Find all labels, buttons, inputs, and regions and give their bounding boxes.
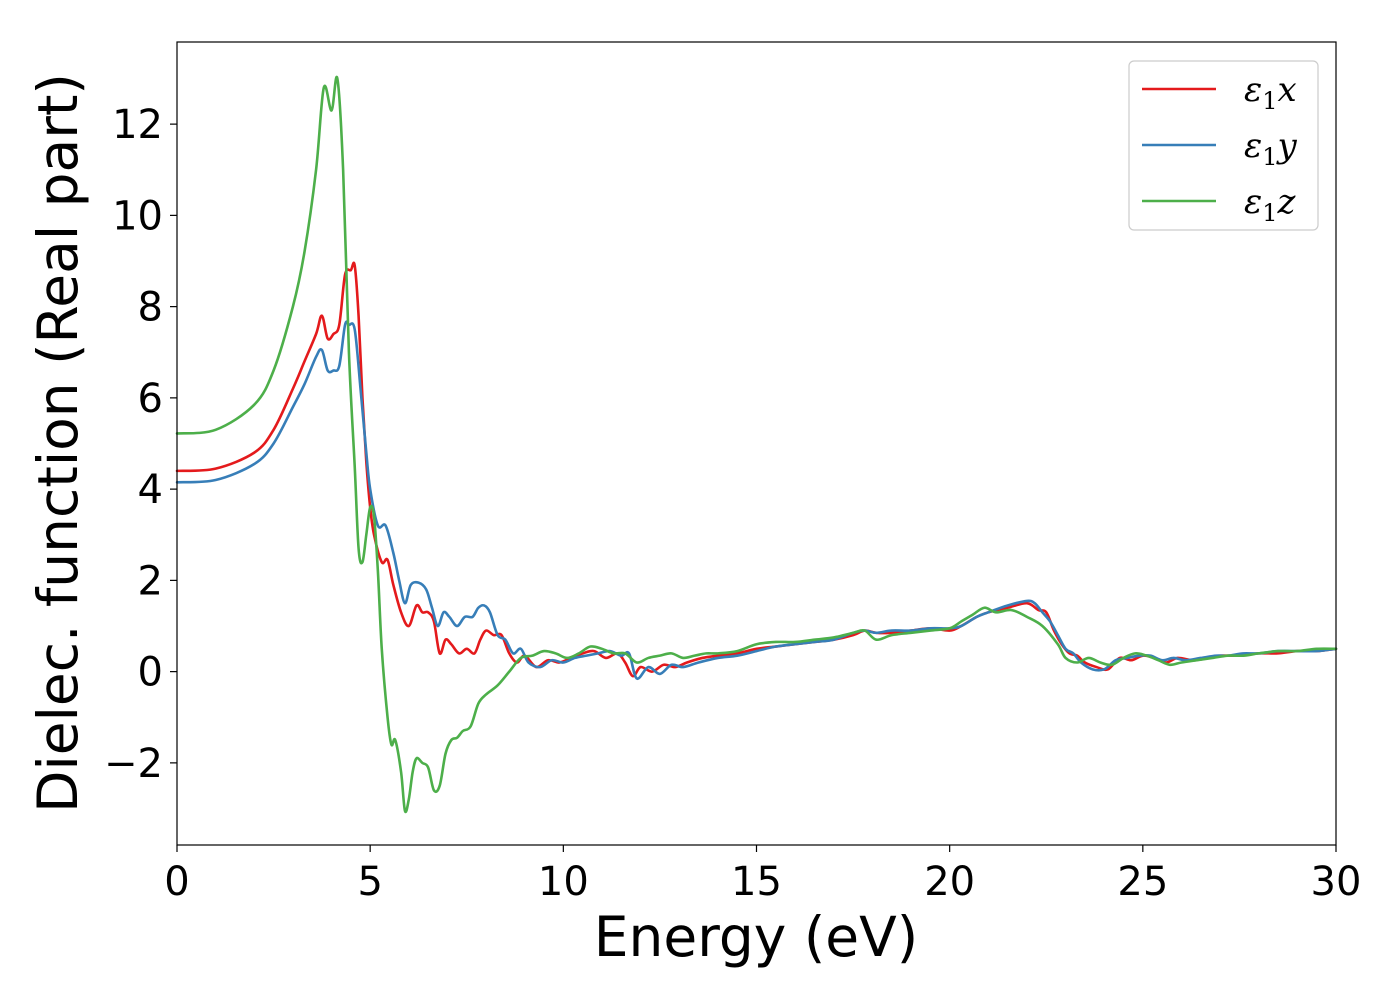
series-line-z (175, 75, 1338, 814)
x-tick-label: 0 (164, 859, 189, 905)
x-tick-label: 20 (924, 859, 975, 905)
legend-label-z: ε1z (1244, 182, 1297, 227)
series-layer (175, 75, 1338, 814)
legend-frame (1128, 60, 1319, 231)
y-tick-label: 10 (112, 193, 163, 239)
y-tick-label: 0 (138, 650, 163, 696)
legend: ε1x ε1y ε1z (1128, 60, 1319, 231)
y-tick-label: 4 (138, 467, 163, 513)
x-tick-label: 30 (1311, 859, 1362, 905)
legend-label-x: ε1x (1244, 70, 1297, 115)
series-line-y (175, 320, 1338, 680)
x-axis-ticks: 0 5 10 15 20 25 30 (164, 845, 1361, 905)
x-axis-label: Energy (eV) (594, 905, 918, 969)
y-tick-label: 2 (138, 558, 163, 604)
y-tick-label: 12 (112, 102, 163, 148)
x-tick-label: 15 (731, 859, 782, 905)
y-axis-label: Dielec. function (Real part) (26, 73, 90, 813)
y-tick-label: 8 (138, 285, 163, 331)
x-tick-label: 5 (357, 859, 382, 905)
x-tick-label: 10 (538, 859, 589, 905)
x-tick-label: 25 (1117, 859, 1168, 905)
y-tick-label: 6 (138, 376, 163, 422)
legend-label-y: ε1y (1244, 126, 1298, 171)
y-axis-ticks: −2 0 2 4 6 8 10 12 (104, 102, 177, 787)
y-tick-label: −2 (104, 741, 163, 787)
